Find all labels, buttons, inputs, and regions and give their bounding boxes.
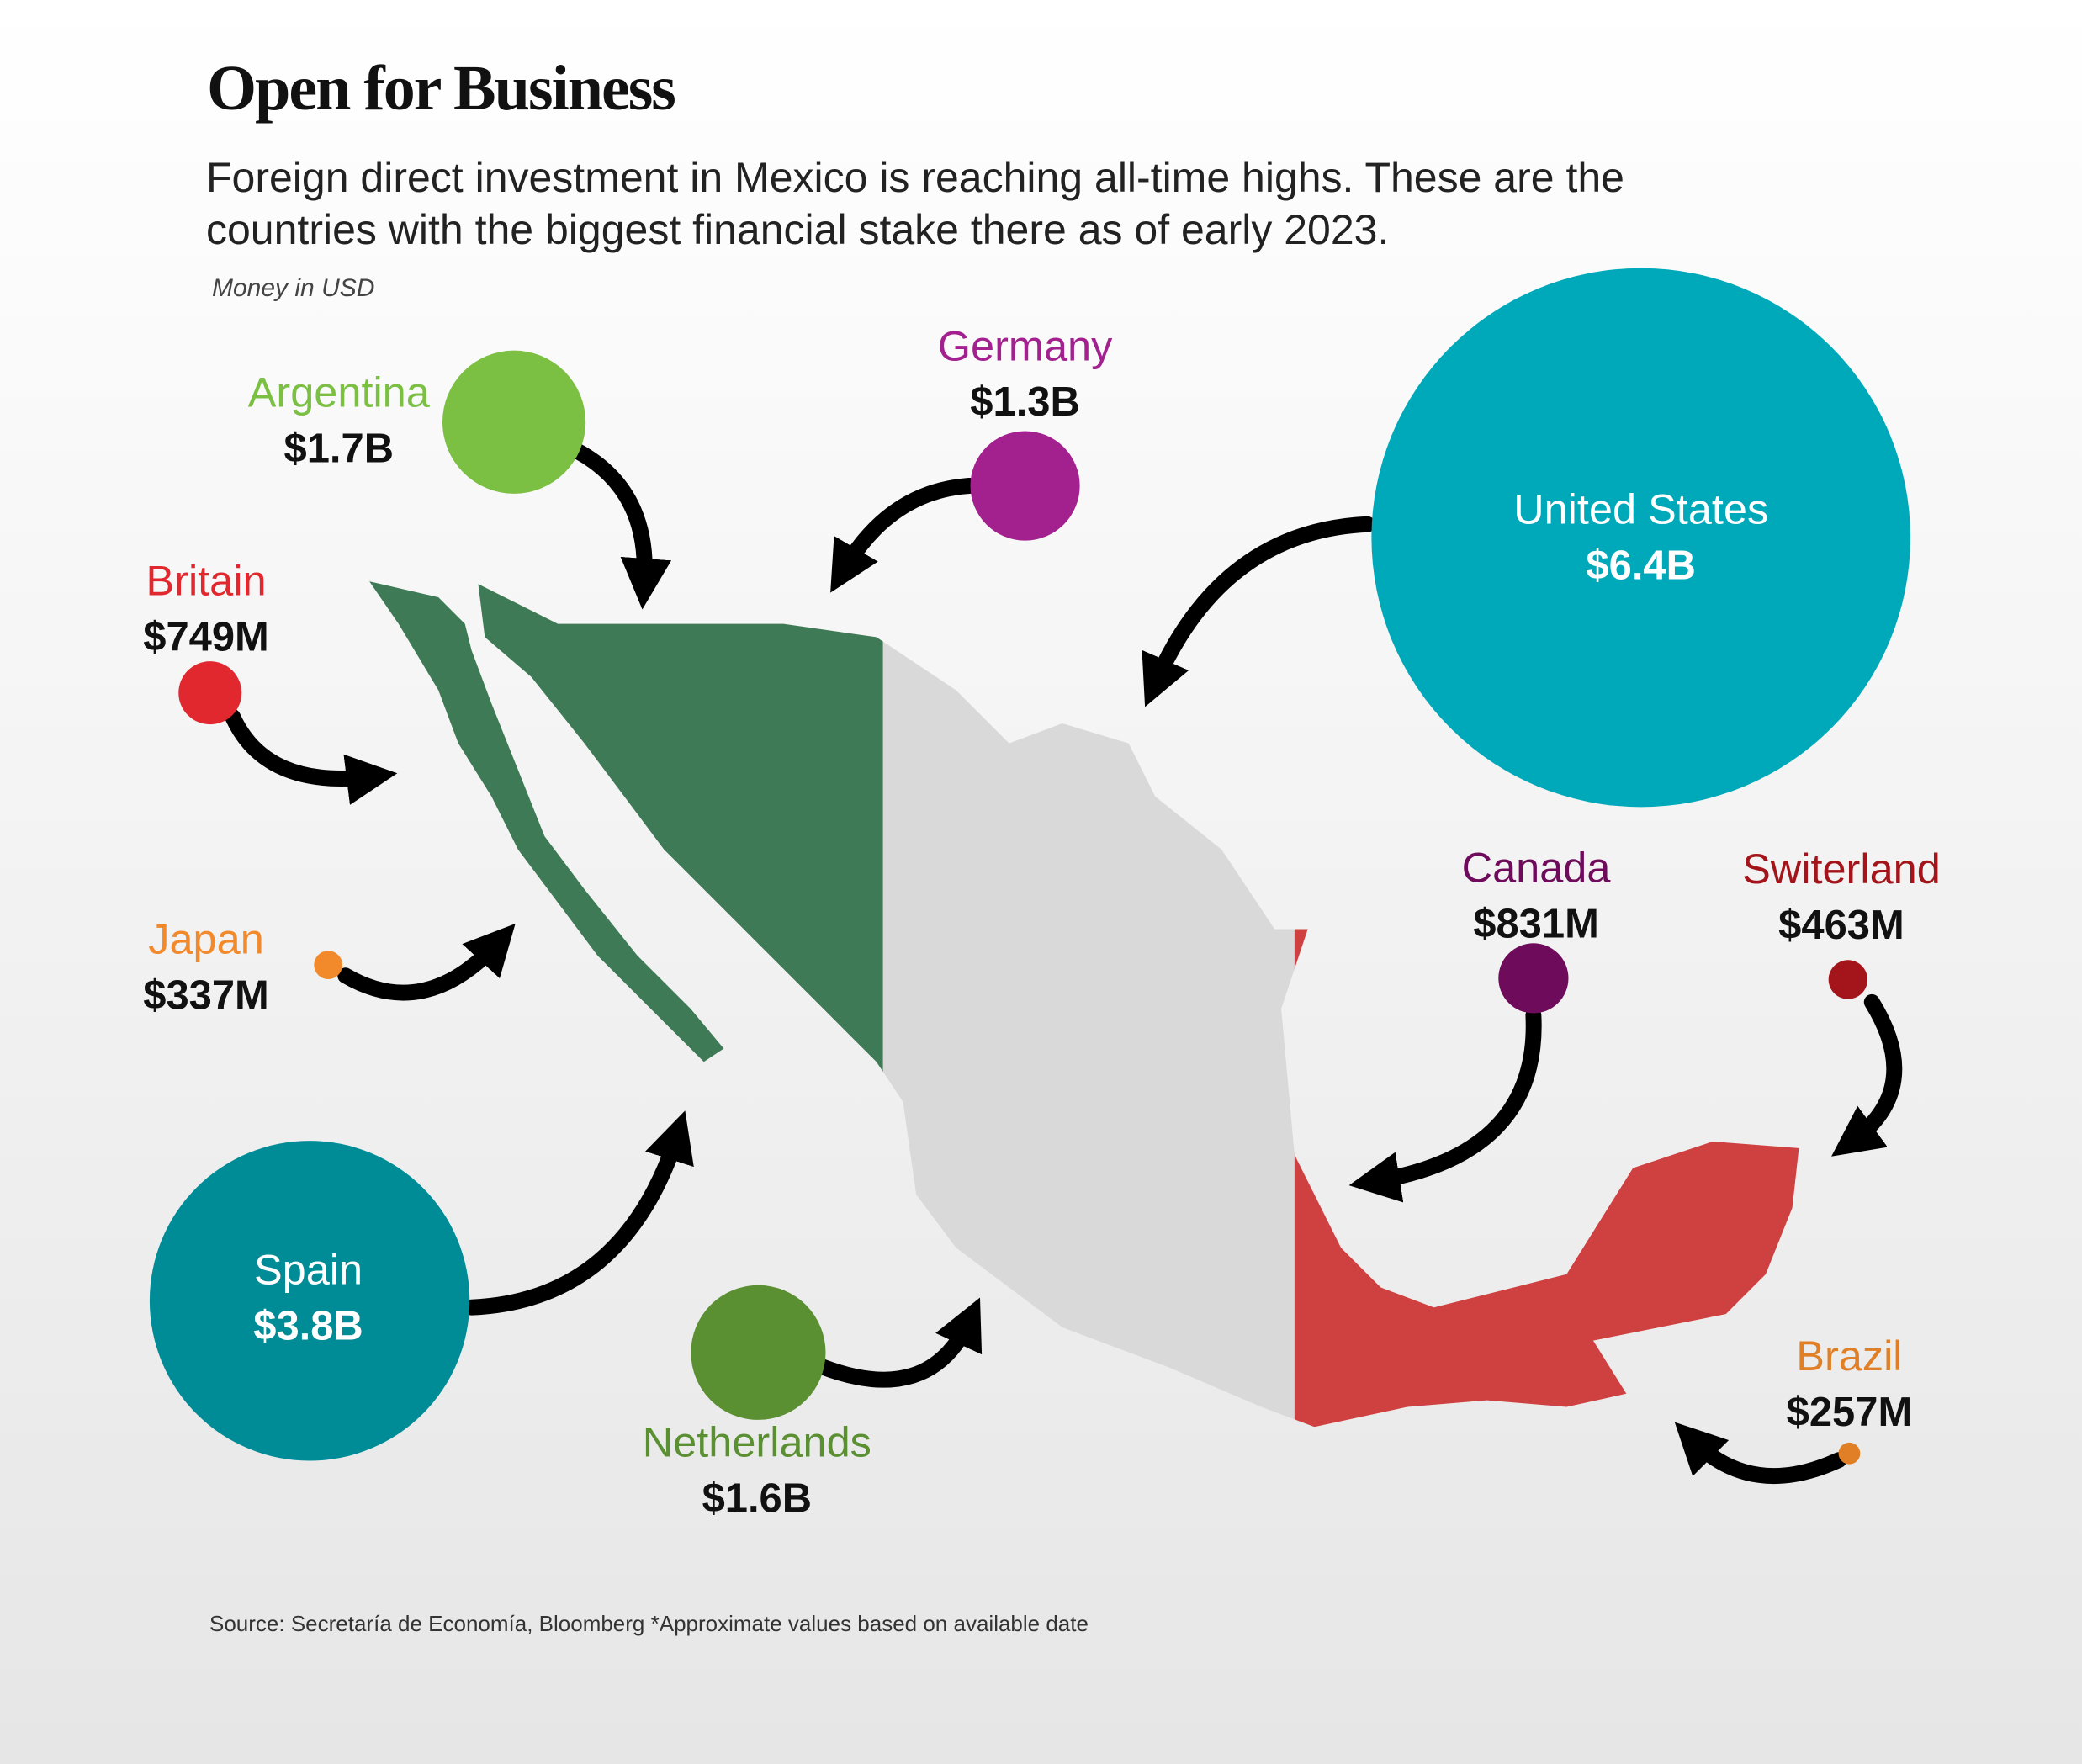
bubble	[691, 1285, 826, 1420]
subtitle: Foreign direct investment in Mexico is r…	[206, 154, 1624, 253]
value-label: $1.6B	[702, 1476, 813, 1522]
bubble	[178, 661, 242, 725]
bubble	[1371, 268, 1911, 808]
bubble	[1498, 943, 1569, 1014]
bubble	[442, 350, 586, 494]
country-label: Germany	[938, 321, 1113, 369]
country-label: Brazil	[1796, 1332, 1902, 1380]
title: Open for Business	[207, 53, 676, 124]
value-label: $463M	[1778, 903, 1905, 948]
value-label: $257M	[1787, 1390, 1913, 1435]
bubble	[1838, 1442, 1861, 1465]
bubble	[149, 1141, 470, 1461]
bubble	[970, 431, 1080, 541]
value-label: $831M	[1473, 901, 1599, 946]
country-label: Argentina	[248, 368, 431, 416]
arrows	[225, 443, 1903, 1485]
value-label: $337M	[143, 972, 269, 1018]
country-label: Japan	[148, 915, 264, 963]
country-label: United States	[1513, 485, 1768, 532]
value-label: $1.3B	[970, 379, 1080, 425]
country-label: Switerland	[1742, 845, 1941, 893]
value-label: $749M	[143, 614, 269, 660]
bubble	[1828, 960, 1868, 999]
value-label: $3.8B	[253, 1303, 363, 1348]
source: Source: Secretaría de Economía, Bloomber…	[209, 1611, 1089, 1636]
note: Money in USD	[212, 274, 375, 302]
value-label: $6.4B	[1586, 543, 1696, 588]
country-label: Netherlands	[643, 1418, 871, 1466]
value-label: $1.7B	[284, 426, 395, 471]
country-label: Canada	[1462, 843, 1612, 891]
bubble	[314, 951, 343, 979]
country-label: Spain	[254, 1246, 363, 1294]
country-label: Britain	[146, 557, 266, 605]
